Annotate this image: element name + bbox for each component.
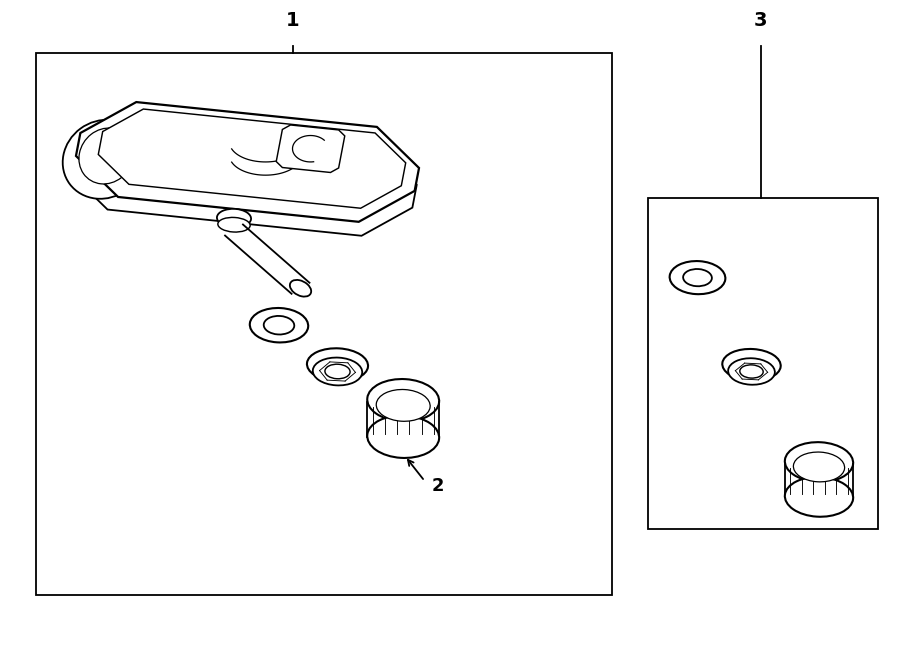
Ellipse shape bbox=[794, 452, 844, 482]
Ellipse shape bbox=[325, 364, 350, 379]
Bar bbox=[648, 198, 878, 529]
Ellipse shape bbox=[670, 261, 725, 294]
Ellipse shape bbox=[785, 477, 853, 517]
Ellipse shape bbox=[740, 365, 763, 378]
Ellipse shape bbox=[63, 120, 144, 199]
Ellipse shape bbox=[313, 358, 362, 385]
Bar bbox=[36, 53, 612, 595]
PathPatch shape bbox=[276, 125, 345, 173]
Ellipse shape bbox=[367, 416, 439, 458]
Ellipse shape bbox=[376, 389, 430, 421]
Ellipse shape bbox=[79, 128, 133, 184]
Ellipse shape bbox=[218, 217, 250, 232]
Ellipse shape bbox=[728, 358, 775, 385]
Ellipse shape bbox=[785, 442, 853, 482]
Ellipse shape bbox=[217, 209, 251, 227]
Ellipse shape bbox=[250, 308, 308, 342]
Ellipse shape bbox=[290, 280, 311, 297]
Ellipse shape bbox=[367, 379, 439, 422]
Text: 1: 1 bbox=[285, 11, 300, 30]
Ellipse shape bbox=[723, 349, 780, 381]
Text: 2: 2 bbox=[432, 477, 445, 495]
PathPatch shape bbox=[69, 121, 417, 236]
Ellipse shape bbox=[683, 269, 712, 286]
PathPatch shape bbox=[98, 109, 406, 208]
Text: 3: 3 bbox=[754, 11, 767, 30]
Ellipse shape bbox=[264, 316, 294, 334]
Ellipse shape bbox=[307, 348, 368, 381]
PathPatch shape bbox=[76, 102, 419, 222]
